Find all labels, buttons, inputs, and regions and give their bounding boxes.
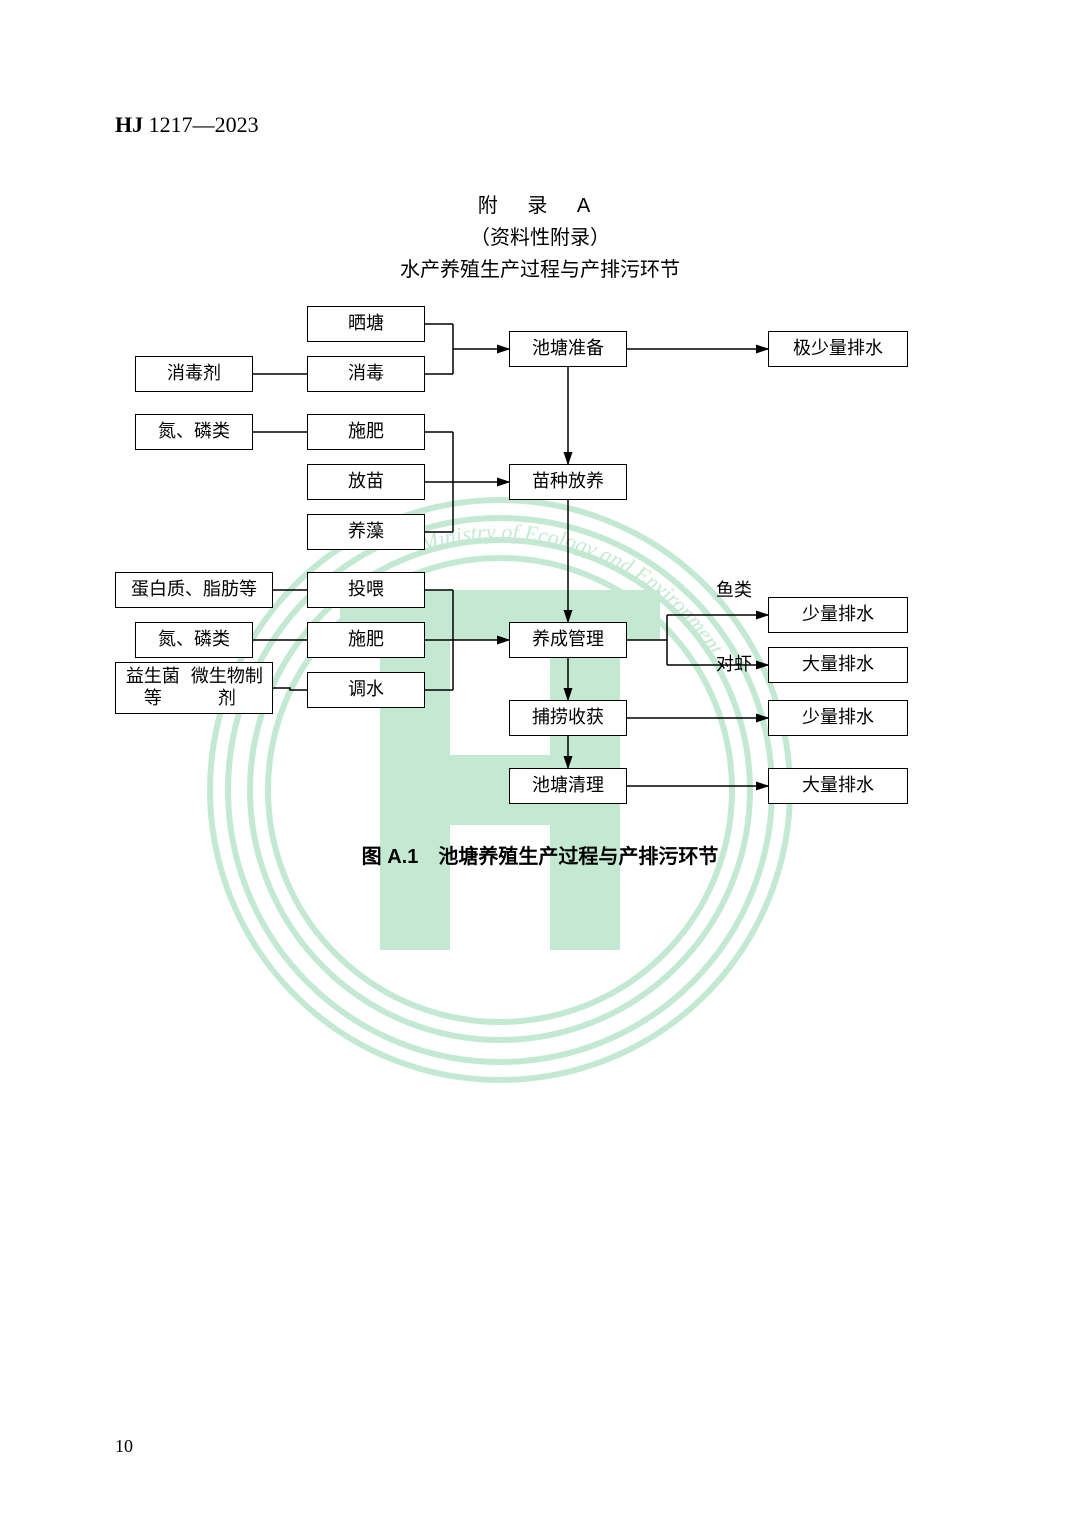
flowchart-node-xiaodu: 消毒 (307, 356, 425, 392)
flowchart-node-touwei: 投喂 (307, 572, 425, 608)
flowchart-node-qingli: 池塘清理 (509, 768, 627, 804)
flowchart-node-shaitang: 晒塘 (307, 306, 425, 342)
flowchart-node-danlin1: 氮、磷类 (135, 414, 253, 450)
flowchart-node-shaoliang1: 少量排水 (768, 597, 908, 633)
flowchart-node-bulao: 捕捞收获 (509, 700, 627, 736)
flowchart-node-danlin2: 氮、磷类 (135, 622, 253, 658)
flowchart: 晒塘消毒消毒剂池塘准备极少量排水氮、磷类施肥放苗养藻苗种放养蛋白质、脂肪等投喂氮… (0, 0, 1080, 1527)
flowchart-node-yisheng: 益生菌等微生物制剂 (115, 662, 273, 714)
flowchart-node-chitangzb: 池塘准备 (509, 331, 627, 367)
flowchart-node-shifei2: 施肥 (307, 622, 425, 658)
flowchart-label-duixia: 对虾 (716, 650, 752, 676)
flowchart-node-yangzao: 养藻 (307, 514, 425, 550)
flowchart-node-xiaoduji: 消毒剂 (135, 356, 253, 392)
flowchart-label-yulei: 鱼类 (716, 576, 752, 602)
flowchart-node-jishao: 极少量排水 (768, 331, 908, 367)
flowchart-node-miaozhong: 苗种放养 (509, 464, 627, 500)
flowchart-node-shifei1: 施肥 (307, 414, 425, 450)
flowchart-node-yangcheng: 养成管理 (509, 622, 627, 658)
flowchart-node-daliang1: 大量排水 (768, 647, 908, 683)
flowchart-node-danbai: 蛋白质、脂肪等 (115, 572, 273, 608)
flowchart-node-fangmiao: 放苗 (307, 464, 425, 500)
flowchart-node-tiaoshui: 调水 (307, 672, 425, 708)
flowchart-node-daliang2: 大量排水 (768, 768, 908, 804)
flowchart-node-shaoliang2: 少量排水 (768, 700, 908, 736)
